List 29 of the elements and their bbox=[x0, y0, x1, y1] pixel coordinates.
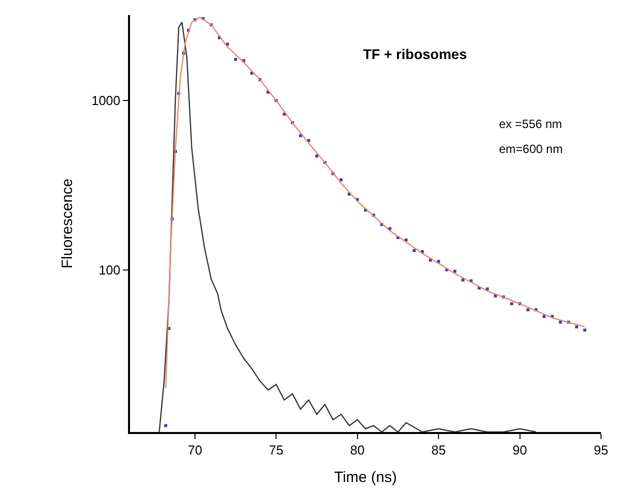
point bbox=[510, 302, 514, 306]
point bbox=[315, 154, 318, 158]
point bbox=[583, 328, 586, 332]
point bbox=[558, 320, 562, 324]
point bbox=[164, 424, 168, 428]
point bbox=[453, 270, 456, 273]
point bbox=[234, 58, 238, 61]
y-axis-title: Fluorescence bbox=[59, 178, 76, 269]
point bbox=[461, 278, 464, 282]
point bbox=[340, 178, 343, 182]
line-series bbox=[165, 16, 586, 389]
point bbox=[575, 325, 578, 328]
x-tick-label: 80 bbox=[350, 442, 365, 458]
x-tick-label: 95 bbox=[594, 442, 608, 458]
x-tick-label: 75 bbox=[268, 442, 284, 458]
x-axis-title: Time (ns) bbox=[334, 469, 397, 486]
point bbox=[526, 308, 530, 312]
x-tick-label: 70 bbox=[188, 442, 202, 458]
y-tick-label: 1000 bbox=[91, 93, 120, 108]
annotation: ex =556 nm bbox=[499, 117, 562, 131]
annotation: em=600 nm bbox=[499, 142, 563, 156]
point bbox=[226, 42, 229, 46]
point bbox=[542, 314, 546, 318]
point bbox=[388, 227, 392, 230]
x-tick-label: 90 bbox=[512, 442, 528, 458]
point bbox=[412, 248, 416, 252]
x-tick-label: 85 bbox=[431, 442, 446, 458]
y-tick-label: 100 bbox=[98, 262, 120, 278]
text: TF + ribosomes bbox=[363, 46, 468, 62]
